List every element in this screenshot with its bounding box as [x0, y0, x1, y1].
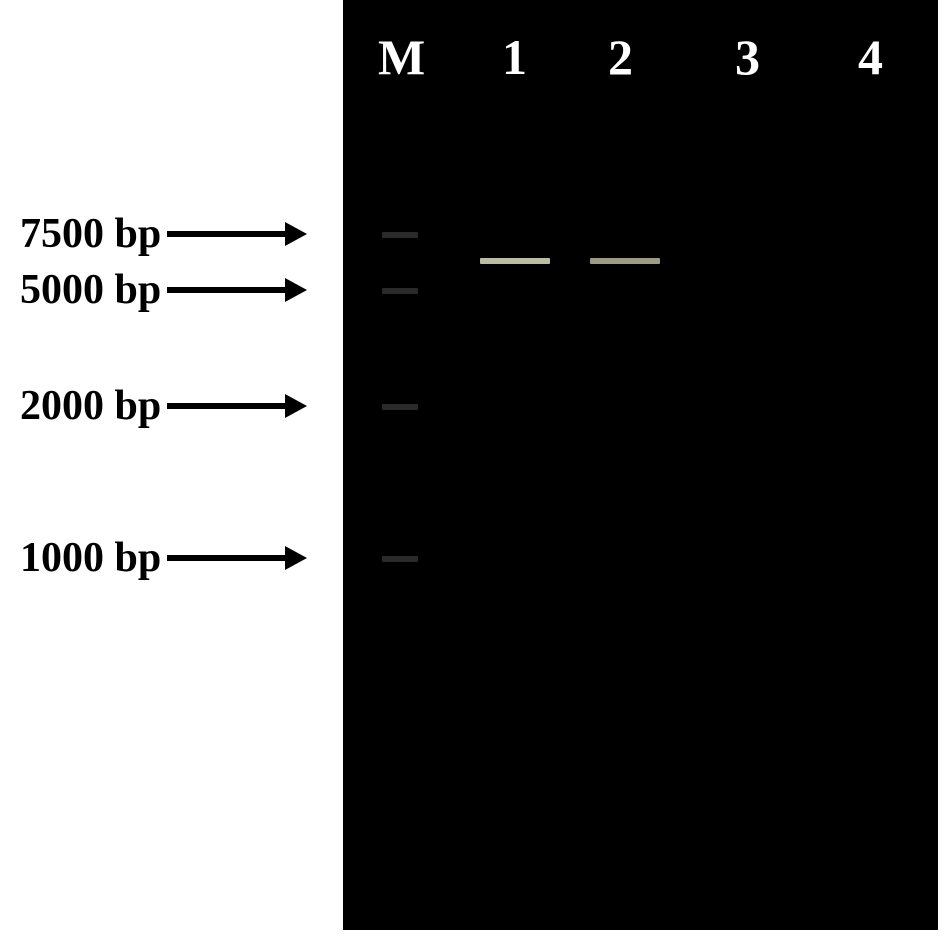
ladder-band-1000 [382, 556, 418, 562]
lane-label-1: 1 [502, 28, 527, 86]
ladder-band-5000 [382, 288, 418, 294]
lane-label-3: 3 [735, 28, 760, 86]
arrow-icon [167, 392, 307, 420]
bp-label-text: 5000 bp [20, 266, 161, 314]
gel-figure: 7500 bp 5000 bp 2000 bp 1000 bp M 1 2 3 … [0, 0, 944, 936]
bp-label-2000: 2000 bp [20, 382, 307, 430]
lane-label-marker: M [378, 28, 425, 86]
sample-band-lane1 [480, 258, 550, 264]
arrow-icon [167, 220, 307, 248]
bp-label-5000: 5000 bp [20, 266, 307, 314]
bp-label-text: 7500 bp [20, 210, 161, 258]
bp-label-1000: 1000 bp [20, 534, 307, 582]
lane-label-4: 4 [858, 28, 883, 86]
arrow-icon [167, 276, 307, 304]
ladder-band-7500 [382, 232, 418, 238]
bp-label-text: 2000 bp [20, 382, 161, 430]
lane-label-2: 2 [608, 28, 633, 86]
gel-area: M 1 2 3 4 [343, 0, 938, 930]
bp-label-7500: 7500 bp [20, 210, 307, 258]
arrow-icon [167, 544, 307, 572]
ladder-band-2000 [382, 404, 418, 410]
bp-label-text: 1000 bp [20, 534, 161, 582]
sample-band-lane2 [590, 258, 660, 264]
